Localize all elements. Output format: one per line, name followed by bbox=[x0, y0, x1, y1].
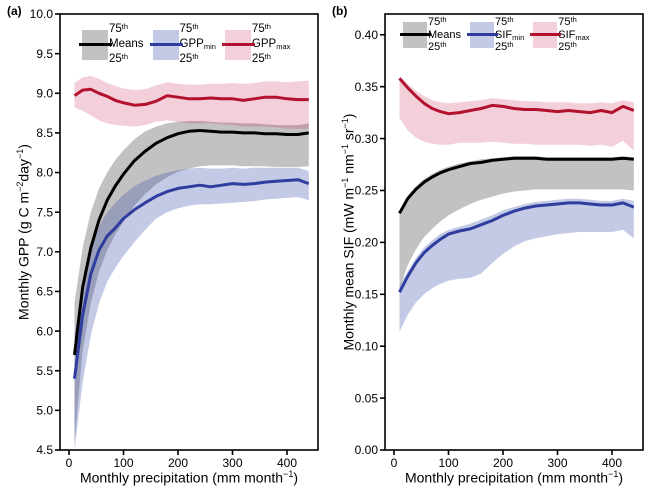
legend-25th-label: 25th bbox=[179, 52, 199, 65]
legend-25th-label: 25th bbox=[558, 40, 577, 53]
legend-a: 75th Means 25th 75th GPPmin 25th 75th GP… bbox=[79, 22, 291, 67]
x-tick-label: 200 bbox=[493, 456, 513, 470]
line-means bbox=[73, 129, 310, 356]
y-tick-label: 7.0 bbox=[36, 245, 53, 259]
line-gpp_max bbox=[73, 87, 309, 107]
x-tick-label: 300 bbox=[547, 456, 567, 470]
y-tick-label: 9.0 bbox=[36, 86, 53, 100]
line-sif_min bbox=[398, 201, 635, 293]
y-tick-label: 0.25 bbox=[355, 184, 379, 198]
legend-line-swatch bbox=[530, 33, 562, 37]
legend-series-name: Means bbox=[428, 28, 462, 41]
x-tick-label: 200 bbox=[168, 456, 188, 470]
y-tick-label: 0.30 bbox=[355, 132, 379, 146]
x-tick-label: 100 bbox=[113, 456, 133, 470]
x-axis-label-precipitation: Monthly precipitation (mm month−1) bbox=[404, 469, 623, 486]
y-tick-label: 0.10 bbox=[355, 339, 379, 353]
legend-25th-label: 25th bbox=[495, 40, 514, 53]
legend-series-name: GPPmax bbox=[251, 38, 291, 51]
legend-line-swatch bbox=[79, 43, 112, 46]
legend-line-swatch bbox=[467, 33, 499, 37]
x-tick-label: 300 bbox=[222, 456, 242, 470]
x-tick-label: 400 bbox=[277, 456, 297, 470]
legend-entry-means: 75th Means 25th bbox=[79, 22, 144, 67]
legend-25th-label: 25th bbox=[251, 52, 271, 65]
panel-label-a: (a) bbox=[7, 4, 22, 18]
legend-band-swatch bbox=[79, 29, 112, 60]
y-tick-label: 9.5 bbox=[36, 47, 53, 61]
y-tick-label: 7.5 bbox=[36, 205, 53, 219]
y-axis-label-sif: Monthly mean SIF (mW m−1 nm−1 sr−1) bbox=[340, 113, 357, 351]
x-tick-label: 100 bbox=[438, 456, 458, 470]
legend-entry-means: 75th Means 25th bbox=[400, 15, 462, 54]
x-tick-label: 400 bbox=[602, 456, 622, 470]
y-tick-label: 0.15 bbox=[355, 287, 379, 301]
band-sif_max bbox=[399, 76, 634, 151]
legend-75th-label: 75th bbox=[495, 15, 514, 28]
legend-band-swatch bbox=[149, 29, 183, 60]
panel-a: 4.5 5.0 5.5 6.0 6.5 7.0 7.5 8.0 8.5 9.0 9.5 10.0 0 10… bbox=[7, 4, 319, 486]
y-tick-label: 5.0 bbox=[36, 404, 53, 418]
line-means bbox=[398, 156, 634, 215]
legend-25th-label: 25th bbox=[109, 52, 129, 65]
y-tick-label: 4.5 bbox=[36, 443, 53, 457]
panel-label-b: (b) bbox=[332, 4, 348, 18]
legend-band-swatch bbox=[400, 21, 431, 48]
band-gpp_max bbox=[74, 75, 309, 129]
legend-75th-label: 75th bbox=[251, 22, 271, 35]
legend-series-name: SIFmin bbox=[495, 28, 525, 42]
legend-line-swatch bbox=[400, 33, 431, 37]
plot-frame bbox=[59, 13, 319, 451]
legend-series-name: GPPmin bbox=[179, 38, 216, 51]
x-tick-label: 0 bbox=[391, 456, 398, 470]
band-gpp_min bbox=[74, 167, 309, 450]
legend-entry-gpp-min: 75th GPPmin 25th bbox=[149, 22, 216, 67]
y-axis-label-gpp: Monthly GPP (g C m−2day−1) bbox=[15, 144, 32, 320]
x-axis-label-precipitation: Monthly precipitation (mm month−1) bbox=[79, 469, 298, 486]
y-tick-label: 0.00 bbox=[355, 443, 379, 457]
y-tick-label: 0.35 bbox=[355, 80, 379, 94]
legend-75th-label: 75th bbox=[558, 15, 577, 28]
legend-75th-label: 75th bbox=[109, 22, 129, 35]
legend-25th-label: 25th bbox=[428, 40, 447, 53]
band-means bbox=[399, 156, 634, 290]
legend-75th-label: 75th bbox=[179, 22, 199, 35]
line-gpp_min bbox=[73, 178, 310, 379]
panel-b: 0.00 0.05 0.10 0.15 0.20 0.25 0.30 0.35 0.40 0 100… bbox=[325, 0, 650, 497]
legend-band-swatch bbox=[467, 21, 499, 48]
band-means bbox=[74, 121, 309, 443]
legend-band-swatch bbox=[221, 29, 255, 60]
legend-series-name: Means bbox=[109, 38, 144, 50]
plot-frame bbox=[384, 13, 644, 451]
y-tick-label: 8.5 bbox=[36, 126, 53, 140]
legend-75th-label: 75th bbox=[428, 15, 447, 28]
legend-b: 75th Means 25th 75th SIFmin 25th 75th SI… bbox=[400, 15, 590, 54]
legend-entry-sif-max: 75th SIFmax 25th bbox=[530, 15, 590, 54]
y-tick-label: 0.20 bbox=[355, 236, 379, 250]
y-tick-label: 8.0 bbox=[36, 166, 53, 180]
y-tick-label: 6.5 bbox=[36, 285, 53, 299]
y-tick-label: 0.05 bbox=[355, 391, 379, 405]
legend-entry-sif-min: 75th SIFmin 25th bbox=[467, 15, 525, 54]
plot-area-sif: 0.00 0.05 0.10 0.15 0.20 0.25 0.30 0.35 0.40 0 100… bbox=[355, 13, 644, 470]
legend-entry-gpp-max: 75th GPPmax 25th bbox=[221, 22, 291, 67]
legend-series-name: SIFmax bbox=[558, 28, 590, 42]
y-tick-label: 0.40 bbox=[355, 28, 379, 42]
legend-line-swatch bbox=[221, 43, 255, 46]
x-tick-label: 0 bbox=[66, 456, 73, 470]
y-tick-label: 6.0 bbox=[36, 324, 53, 338]
legend-line-swatch bbox=[149, 43, 183, 46]
plot-area-gpp: 4.5 5.0 5.5 6.0 6.5 7.0 7.5 8.0 8.5 9.0 9.5 10.0 0 10… bbox=[30, 7, 319, 470]
line-sif_max bbox=[398, 77, 635, 116]
y-tick-label: 10.0 bbox=[30, 7, 54, 21]
legend-band-swatch bbox=[530, 21, 562, 48]
y-tick-label: 5.5 bbox=[36, 364, 53, 378]
